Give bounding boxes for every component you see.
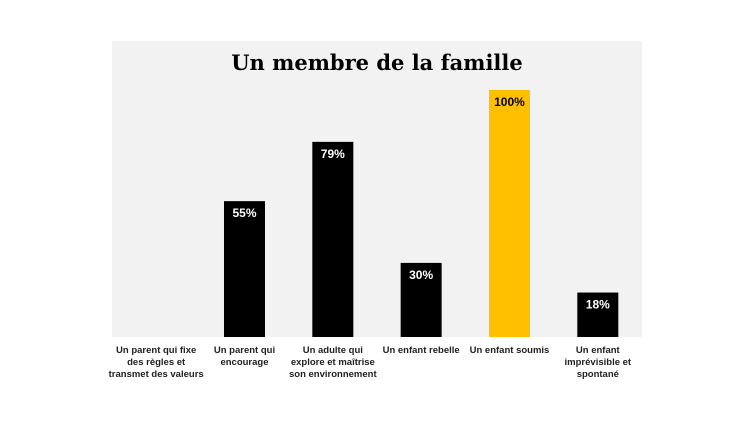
data-label-4: 30% — [409, 268, 433, 282]
category-label-5: Un enfant soumis — [469, 345, 550, 356]
category-label-4: Un enfant rebelle — [382, 345, 460, 356]
chart-title: Un membre de la famille — [231, 50, 523, 75]
data-label-5: 100% — [494, 95, 525, 109]
data-label-3: 79% — [321, 147, 345, 161]
bar-6 — [577, 292, 619, 337]
bar-4 — [400, 262, 442, 337]
category-label-6: Un enfant imprévisible et spontané — [564, 345, 632, 380]
category-label-1: Un parent qui fixe des règles et transme… — [108, 345, 204, 380]
bar-5 — [488, 90, 530, 337]
data-label-6: 18% — [586, 298, 610, 312]
bar-2 — [223, 201, 265, 337]
chart-panel — [112, 41, 642, 337]
data-label-2: 55% — [232, 206, 256, 220]
bar-3 — [312, 141, 354, 337]
category-label-3: Un adulte qui explore et maîtrise son en… — [289, 345, 377, 380]
category-label-2: Un parent qui encourage — [213, 345, 276, 368]
